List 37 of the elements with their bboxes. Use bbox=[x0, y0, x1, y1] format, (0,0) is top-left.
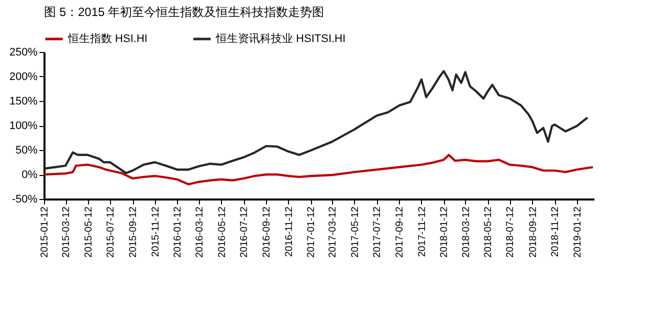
line-series bbox=[42, 154, 594, 186]
legend-label: 恒生资讯科技业 HSITSI.HI bbox=[215, 32, 346, 45]
x-tick-label: 2015-01-12 bbox=[40, 206, 50, 258]
x-tick-label: 2015-07-12 bbox=[106, 206, 117, 258]
x-tick-label: 2019-01-12 bbox=[572, 206, 584, 258]
x-tick-label: 2016-11-12 bbox=[284, 206, 295, 257]
x-tick-label: 2018-05-12 bbox=[483, 206, 494, 258]
y-tick-label: 50% bbox=[15, 144, 38, 156]
x-tick-label: 2017-05-12 bbox=[350, 206, 361, 258]
x-tick-label: 2017-03-12 bbox=[328, 206, 339, 258]
x-tick-label: 2017-01-12 bbox=[306, 206, 318, 258]
x-tick-label: 2016-09-12 bbox=[262, 206, 273, 258]
y-tick-label: 200% bbox=[9, 71, 38, 83]
x-tick-label: 2018-09-12 bbox=[528, 206, 539, 258]
x-tick-label: 2015-11-12 bbox=[150, 206, 162, 257]
chart-title: 图 5：2015 年初至今恒生指数及恒生科技指数走势图 bbox=[44, 5, 324, 19]
x-tick-label: 2018-03-12 bbox=[460, 206, 472, 258]
x-tick-label: 2015-05-12 bbox=[83, 206, 94, 258]
x-tick-label: 2018-07-12 bbox=[505, 206, 516, 258]
line-series bbox=[42, 70, 589, 174]
x-tick-label: 2016-07-12 bbox=[239, 206, 250, 258]
x-tick-label: 2015-09-12 bbox=[128, 206, 140, 258]
x-tick-label: 2017-07-12 bbox=[372, 206, 384, 258]
x-tick-label: 2016-05-12 bbox=[216, 206, 228, 258]
y-tick-label: 100% bbox=[9, 120, 38, 132]
x-tick-label: 2016-03-12 bbox=[194, 206, 206, 258]
x-tick-label: 2015-03-12 bbox=[61, 206, 72, 258]
x-tick-label: 2018-01-12 bbox=[439, 206, 450, 258]
y-tick-label: -50% bbox=[12, 194, 38, 206]
y-tick-label: 0% bbox=[22, 169, 38, 181]
x-tick-label: 2016-01-12 bbox=[172, 206, 184, 258]
x-tick-label: 2017-09-12 bbox=[394, 206, 406, 258]
y-tick-label: 150% bbox=[9, 96, 38, 108]
legend-label: 恒生指数 HSI.HI bbox=[67, 32, 148, 45]
x-tick-label: 2018-11-12 bbox=[550, 206, 562, 257]
x-tick-label: 2017-11-12 bbox=[416, 206, 428, 257]
y-tick-label: 250% bbox=[9, 46, 38, 58]
